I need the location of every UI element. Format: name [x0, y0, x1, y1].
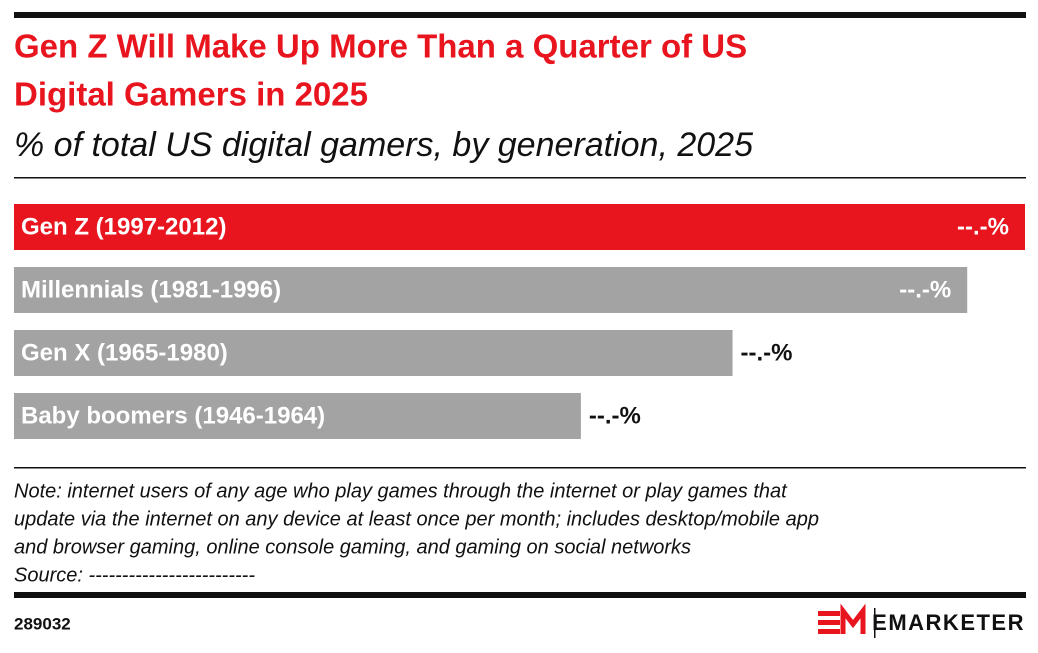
value-label: --.-% [957, 213, 1009, 240]
category-label: Gen X (1965-1980) [21, 339, 228, 366]
value-label: --.-% [899, 276, 951, 303]
bar [14, 393, 581, 439]
category-label: Baby boomers (1946-1964) [21, 402, 325, 429]
category-label: Gen Z (1997-2012) [21, 213, 226, 240]
rule [14, 177, 1026, 179]
bar [14, 204, 1025, 250]
value-label: --.-% [589, 402, 641, 429]
chart-title: Digital Gamers in 2025 [14, 76, 368, 113]
top-rule [14, 12, 1026, 18]
bottom-rule [14, 592, 1026, 598]
chart-title: Gen Z Will Make Up More Than a Quarter o… [14, 28, 747, 65]
brand: EMARKETER [872, 610, 1025, 635]
logo-mark [818, 603, 876, 638]
category-label: Millennials (1981-1996) [21, 276, 281, 303]
chart-subtitle: % of total US digital gamers, by generat… [14, 126, 753, 164]
value-label: --.-% [741, 339, 793, 366]
rule [14, 467, 1026, 469]
bar [14, 330, 733, 376]
bar [14, 267, 968, 313]
note: Note: internet users of any age who play… [14, 480, 788, 502]
note: update via the internet on any device at… [14, 508, 819, 530]
note: and browser gaming, online console gamin… [14, 536, 691, 558]
source: Source: ------------------------- [14, 564, 255, 586]
chart-id: 289032 [14, 614, 71, 633]
